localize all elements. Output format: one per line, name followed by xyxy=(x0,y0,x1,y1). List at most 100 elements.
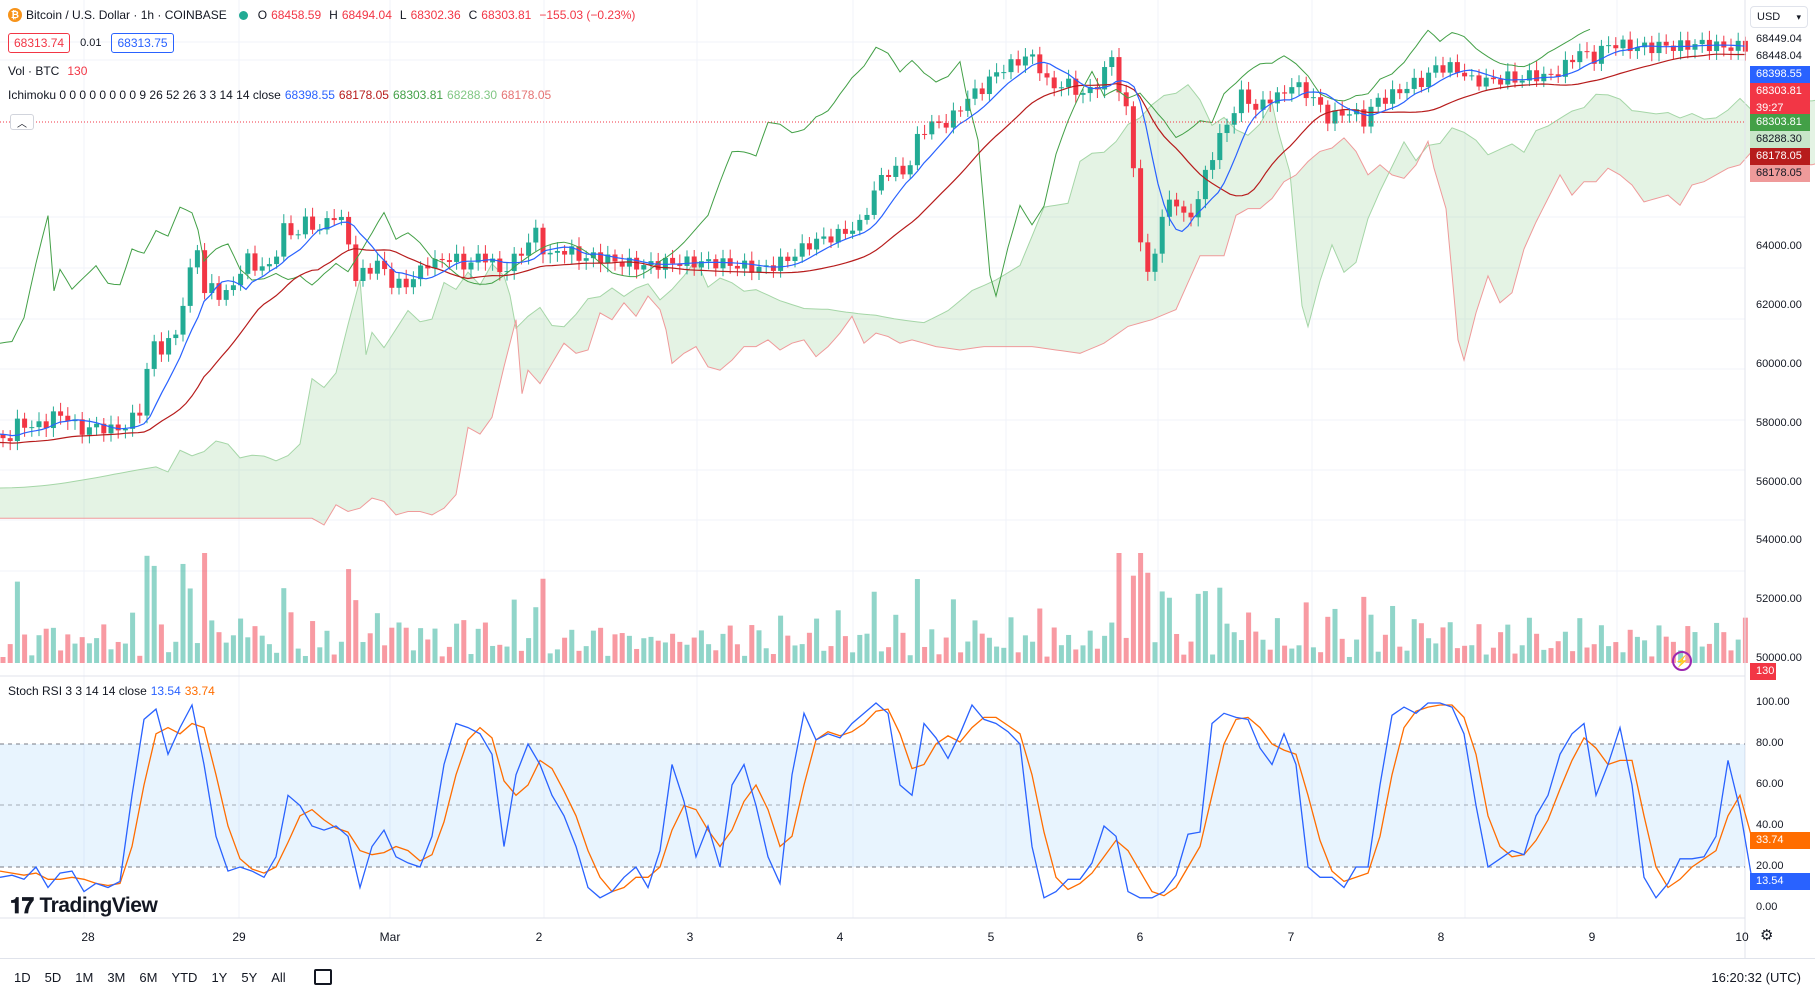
volume-bar xyxy=(1174,633,1180,663)
range-button-all[interactable]: All xyxy=(271,969,286,985)
candle-body xyxy=(583,258,589,261)
volume-bar xyxy=(1562,631,1568,663)
tenkan-price-badge: 68398.55 xyxy=(1750,66,1810,83)
time-tick: 28 xyxy=(81,930,95,944)
volume-bar xyxy=(1526,617,1532,663)
volume-bar xyxy=(1606,646,1612,663)
candle-body xyxy=(454,253,460,262)
stoch-rsi-k-line xyxy=(0,702,1753,899)
symbol-legend[interactable]: ₿ Bitcoin / U.S. Dollar · 1h · COINBASE … xyxy=(8,8,639,22)
stoch-rsi-legend[interactable]: Stoch RSI 3 3 14 14 close 13.54 33.74 xyxy=(8,684,215,698)
candle-body xyxy=(1462,72,1468,77)
candle-body xyxy=(792,256,798,262)
volume-bar xyxy=(720,633,726,663)
tradingview-logo[interactable]: 𝟏𝟕 TradingView xyxy=(10,893,158,919)
candle-body xyxy=(958,110,964,112)
utc-clock[interactable]: 16:20:32 (UTC) xyxy=(1711,969,1801,985)
volume-bar xyxy=(14,581,20,663)
volume-bar xyxy=(979,633,985,663)
volume-legend-label: Vol · BTC xyxy=(8,64,60,78)
volume-legend[interactable]: Vol · BTC 130 xyxy=(8,64,87,78)
ichimoku-legend[interactable]: Ichimoku 0 0 0 0 0 0 0 0 9 26 52 26 3 3 … xyxy=(8,88,551,102)
volume-bar xyxy=(1411,619,1417,663)
volume-bar xyxy=(756,630,762,663)
time-tick: 2 xyxy=(535,930,543,944)
candlestick-series xyxy=(0,30,1748,451)
candle-body xyxy=(202,250,208,294)
volume-bar xyxy=(792,645,798,663)
volume-bar xyxy=(598,627,604,663)
range-button-1y[interactable]: 1Y xyxy=(211,969,228,985)
candle-body xyxy=(1318,97,1324,105)
volume-bar xyxy=(1454,648,1460,663)
candle-body xyxy=(389,269,395,288)
range-button-1m[interactable]: 1M xyxy=(75,969,94,985)
candle-body xyxy=(619,261,625,267)
candle-body xyxy=(857,219,863,231)
last-price-badge: 68303.81 39:27 xyxy=(1750,83,1810,117)
volume-bar xyxy=(1728,650,1734,663)
ichimoku-cloud xyxy=(0,84,1815,525)
calendar-icon[interactable] xyxy=(313,969,332,985)
range-button-3m[interactable]: 3M xyxy=(107,969,126,985)
volume-bar xyxy=(749,625,755,663)
collapse-legend-button[interactable]: ︿ xyxy=(10,114,34,130)
candle-body xyxy=(1663,41,1669,46)
volume-bar xyxy=(1476,624,1482,663)
volume-bar xyxy=(626,635,632,663)
lightning-icon[interactable]: ⚡ xyxy=(1672,651,1692,671)
candle-body xyxy=(1519,80,1525,83)
volume-bar xyxy=(1051,627,1057,663)
symbol-title[interactable]: Bitcoin / U.S. Dollar · 1h · COINBASE xyxy=(26,8,227,22)
volume-bar xyxy=(698,630,704,663)
candle-body xyxy=(1649,42,1655,54)
volume-bar xyxy=(1555,641,1561,663)
candle-body xyxy=(634,257,640,270)
candle-body xyxy=(950,110,956,128)
volume-bar xyxy=(1008,617,1014,663)
candle-body xyxy=(1548,73,1554,75)
volume-bar xyxy=(446,646,452,663)
candle-body xyxy=(842,228,848,234)
candle-body xyxy=(252,253,258,271)
volume-bar xyxy=(850,652,856,663)
volume-bar xyxy=(1397,646,1403,663)
volume-bar xyxy=(634,648,640,663)
candle-body xyxy=(374,260,380,274)
candle-body xyxy=(1728,47,1734,51)
volume-bar xyxy=(331,654,337,663)
range-button-5y[interactable]: 5Y xyxy=(241,969,258,985)
volume-bar xyxy=(619,633,625,663)
stoch-rsi-d-line xyxy=(0,704,1753,897)
range-button-6m[interactable]: 6M xyxy=(139,969,158,985)
currency-select[interactable]: USD ▾ xyxy=(1750,6,1808,28)
candle-body xyxy=(979,88,985,95)
gear-icon[interactable]: ⚙ xyxy=(1760,927,1774,944)
buy-button[interactable]: 68313.75 xyxy=(111,33,174,53)
volume-bar xyxy=(482,622,488,663)
sell-button[interactable]: 68313.74 xyxy=(8,33,71,53)
bid-ask-row: 68313.74 0.01 68313.75 xyxy=(8,33,174,53)
candle-body xyxy=(677,263,683,266)
volume-bar xyxy=(1202,591,1208,663)
candle-body xyxy=(446,260,452,262)
candle-body xyxy=(504,271,510,273)
candle-body xyxy=(713,259,719,269)
candle-body xyxy=(1584,51,1590,53)
range-button-5d[interactable]: 5D xyxy=(44,969,62,985)
volume-bar xyxy=(871,591,877,663)
range-button-1d[interactable]: 1D xyxy=(14,969,31,985)
volume-bar xyxy=(1080,645,1086,663)
candle-body xyxy=(151,341,157,369)
volume-bar xyxy=(1152,642,1158,663)
range-button-ytd[interactable]: YTD xyxy=(171,969,198,985)
volume-bar xyxy=(1058,645,1064,663)
candle-body xyxy=(1296,82,1302,88)
candle-body xyxy=(1303,82,1309,99)
volume-bar xyxy=(763,648,769,663)
candle-body xyxy=(1188,212,1194,218)
candle-body xyxy=(1310,97,1316,99)
candle-body xyxy=(14,418,20,442)
span-a-price-badge: 68288.30 xyxy=(1750,131,1810,148)
